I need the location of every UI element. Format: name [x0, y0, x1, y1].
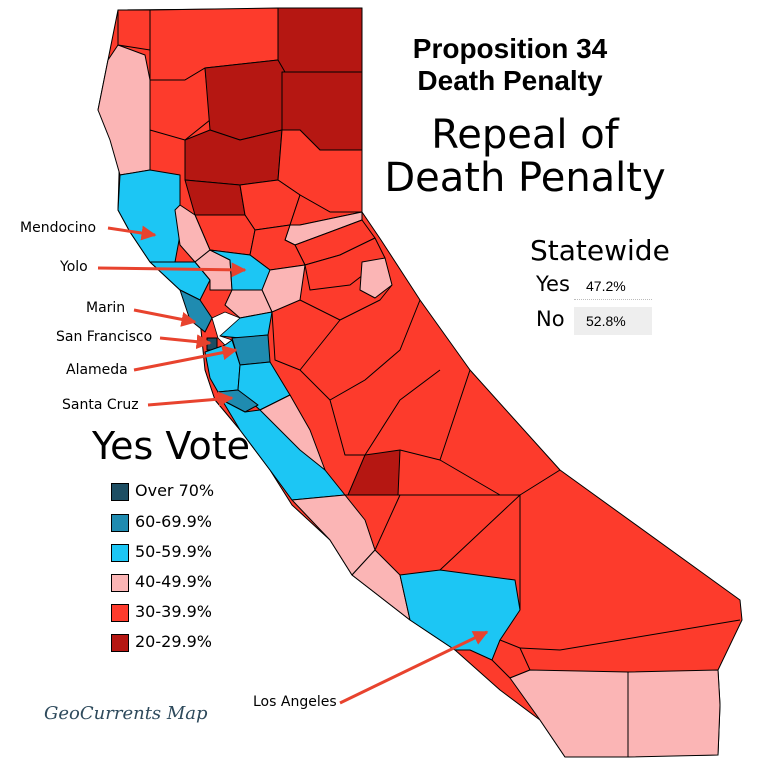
county-glenn [184, 179, 246, 216]
label-san-francisco: San Francisco [56, 329, 153, 345]
legend-swatch [111, 604, 129, 622]
county-modoc [277, 7, 363, 73]
legend-swatch [111, 574, 129, 592]
map-credit: GeoCurrents Map [44, 703, 208, 724]
label-yolo: Yolo [60, 259, 88, 275]
legend-swatch [111, 544, 129, 562]
label-alameda: Alameda [66, 362, 128, 378]
arrow-yolo [97, 262, 247, 278]
legend-label: 60-69.9% [135, 512, 212, 531]
county-san-diego [509, 669, 629, 758]
arrow-santa-cruz [147, 391, 234, 407]
legend-swatch [111, 483, 129, 501]
county-mendocino [117, 169, 181, 263]
legend-label: 30-39.9% [135, 602, 212, 621]
title-line-1: Proposition 34 [412, 33, 608, 64]
subtitle-line-1: Repeal of [431, 112, 619, 158]
arrow-san-francisco [159, 334, 212, 350]
county-orange [491, 639, 531, 679]
legend-label: 50-59.9% [135, 542, 212, 561]
statewide-no-value: 52.8% [574, 307, 652, 335]
statewide-yes-value: 47.2% [574, 272, 652, 300]
county-san-benito [259, 394, 326, 471]
legend-label: 40-49.9% [135, 572, 212, 591]
legend-label: 20-29.9% [135, 632, 212, 651]
statewide-yes-label: Yes [536, 272, 570, 296]
county-tehama [184, 129, 283, 186]
map-subtitle: Repeal of Death Penalty [380, 114, 670, 200]
statewide-no-label: No [536, 307, 565, 331]
legend-swatch [111, 514, 129, 532]
label-marin: Marin [86, 300, 126, 316]
county-north-coast [97, 44, 151, 176]
county-siskiyou-west [117, 9, 151, 51]
arrow-marin [133, 308, 197, 327]
county-monterey [221, 394, 346, 501]
arrow-alameda [133, 345, 238, 372]
county-alpine [359, 257, 393, 299]
arrow-mendocino [107, 225, 157, 241]
legend-title: Yes Vote [92, 424, 250, 468]
bay-water [211, 311, 241, 346]
statewide-heading: Statewide [530, 234, 670, 267]
statewide-no-row: No 52.8% [536, 307, 654, 335]
arrow-los-angeles [339, 630, 489, 705]
subtitle-line-2: Death Penalty [384, 155, 666, 201]
title-line-2: Death Penalty [417, 65, 603, 96]
map-title: Proposition 34 Death Penalty [390, 33, 630, 97]
statewide-yes-row: Yes 47.2% [536, 272, 654, 300]
label-los-angeles: Los Angeles [253, 694, 337, 710]
county-shasta [204, 59, 286, 141]
county-imperial [627, 669, 721, 758]
legend-label: Over 70% [135, 481, 215, 500]
legend-swatch [111, 634, 129, 652]
label-mendocino: Mendocino [20, 220, 97, 236]
label-santa-cruz: Santa Cruz [62, 397, 139, 413]
